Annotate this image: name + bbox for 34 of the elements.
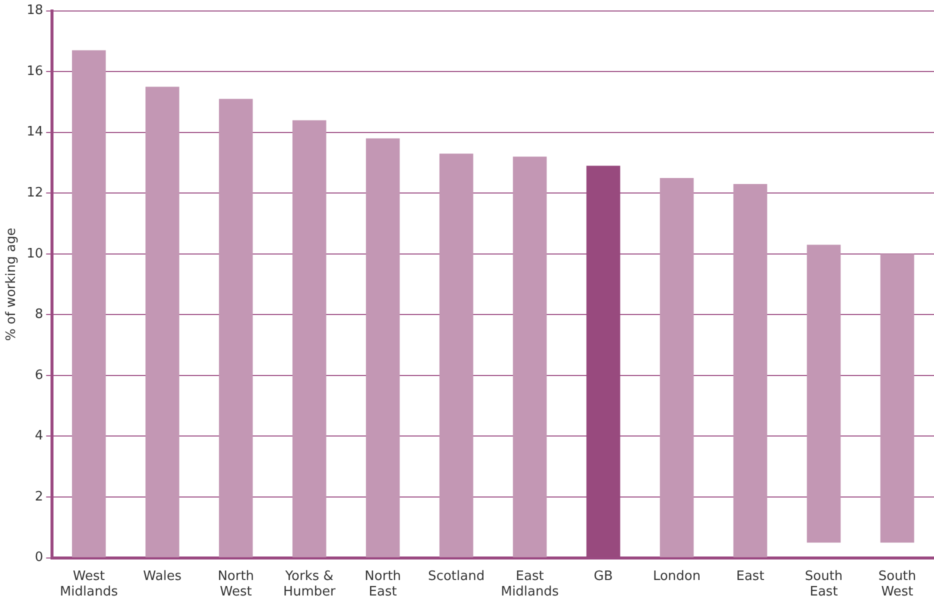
bar — [145, 86, 180, 558]
y-tick-label: 18 — [26, 3, 44, 18]
y-tick-label: 2 — [34, 489, 44, 504]
x-tick-label: East Midlands — [500, 568, 559, 600]
y-tick-label: 8 — [34, 307, 44, 322]
bar — [733, 184, 768, 558]
bar — [72, 50, 106, 558]
x-tick-label: Yorks & Humber — [283, 568, 336, 600]
x-tick-label: Scotland — [428, 568, 485, 584]
x-tick-label: GB — [594, 568, 613, 584]
x-tick-label: West Midlands — [60, 568, 118, 600]
bar — [439, 154, 474, 558]
x-tick-label: East — [736, 568, 764, 584]
bar — [660, 178, 694, 558]
x-tick-label: London — [652, 568, 701, 584]
bar — [366, 138, 400, 558]
x-tick-label: North West — [218, 568, 254, 600]
bar — [512, 156, 547, 558]
x-tick-label: South West — [878, 568, 916, 600]
bar — [806, 244, 841, 543]
y-axis-title: % of working age — [4, 228, 20, 341]
bar — [292, 120, 326, 558]
y-tick-label: 0 — [34, 550, 44, 566]
y-tick-label: 10 — [26, 246, 44, 262]
bar — [880, 254, 914, 543]
x-tick-label: Wales — [143, 568, 182, 584]
y-tick-label: 12 — [26, 186, 44, 201]
y-tick-label: 4 — [34, 428, 44, 444]
bar — [218, 98, 253, 558]
y-tick-label: 16 — [26, 64, 44, 79]
x-tick-label: South East — [804, 568, 843, 600]
y-tick-label: 14 — [26, 124, 44, 140]
x-tick-label: North East — [364, 568, 402, 600]
y-tick-label: 6 — [34, 368, 44, 383]
